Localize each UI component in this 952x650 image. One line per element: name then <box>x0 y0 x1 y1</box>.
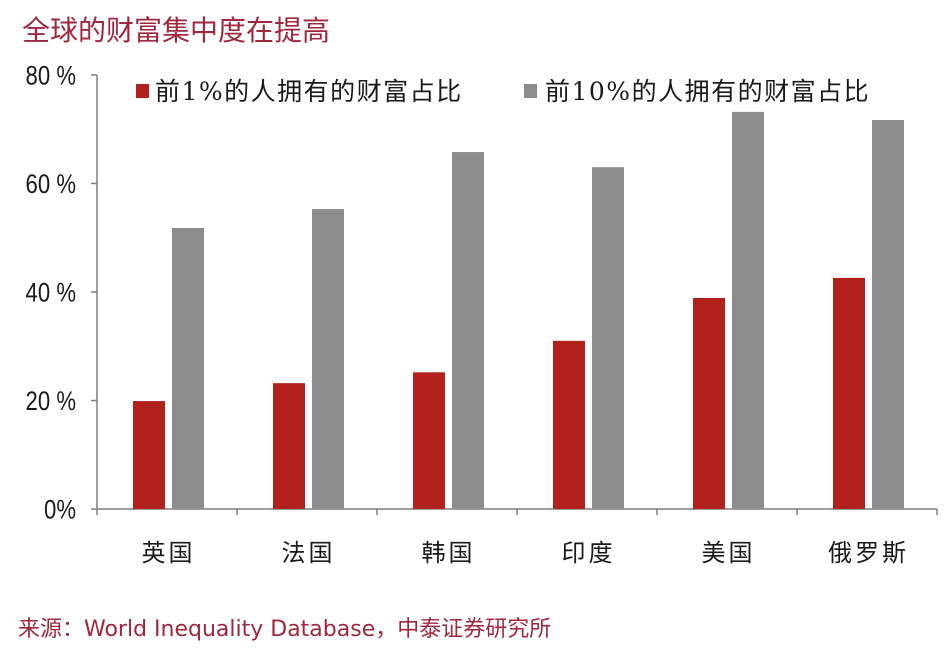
legend: 前1%的人拥有的财富占比 前10%的人拥有的财富占比 <box>136 77 870 106</box>
y-tick-label-4: 60 % <box>26 170 76 200</box>
legend-label-series-1: 前1%的人拥有的财富占比 <box>155 77 463 106</box>
x-category-label-5: 美国 <box>702 539 756 567</box>
bar-series-2 <box>172 111 904 510</box>
y-tick-label-5: 80 % <box>26 62 76 92</box>
bar-series-1 <box>133 277 865 509</box>
bar-s2-c4 <box>592 167 624 509</box>
bar-s1-c3 <box>413 372 445 509</box>
source-note: 来源：World Inequality Database，中泰证券研究所 <box>18 617 551 642</box>
y-tick-label-2: 20 % <box>26 387 76 417</box>
x-axis: 英国 法国 韩国 印度 美国 俄罗斯 <box>96 508 938 567</box>
x-category-label-1: 英国 <box>142 539 196 567</box>
x-axis-ticks: 英国 法国 韩国 印度 美国 俄罗斯 <box>96 509 938 567</box>
bar-s1-c4 <box>553 340 585 509</box>
x-category-label-4: 印度 <box>562 539 616 567</box>
legend-swatch-series-1 <box>136 84 149 98</box>
bar-s2-c1 <box>172 227 204 510</box>
y-axis: 0% 20 % 40 % 60 % 80 % <box>26 62 98 526</box>
bar-s2-c3 <box>452 152 484 509</box>
y-tick-label-3: 40 % <box>26 279 76 309</box>
bar-s1-c6 <box>833 277 865 509</box>
legend-label-series-2: 前10%的人拥有的财富占比 <box>545 77 870 106</box>
chart-title: 全球的财富集中度在提高 <box>22 14 330 47</box>
y-axis-ticks: 0% 20 % 40 % 60 % 80 % <box>26 62 97 526</box>
y-tick-label-1: 0% <box>44 496 76 526</box>
bar-s1-c1 <box>133 401 165 509</box>
bar-s1-c5 <box>693 297 725 509</box>
legend-item-series-1: 前1%的人拥有的财富占比 <box>136 77 463 106</box>
legend-item-series-2: 前10%的人拥有的财富占比 <box>524 77 870 106</box>
bar-s1-c2 <box>273 383 305 509</box>
x-category-label-6: 俄罗斯 <box>828 539 909 567</box>
bar-s2-c2 <box>312 208 344 509</box>
legend-swatch-series-2 <box>524 84 537 98</box>
x-category-label-2: 法国 <box>282 539 336 567</box>
x-category-label-3: 韩国 <box>422 539 476 567</box>
bar-s2-c6 <box>872 120 904 509</box>
bars <box>133 111 904 510</box>
bar-s2-c5 <box>732 111 764 509</box>
